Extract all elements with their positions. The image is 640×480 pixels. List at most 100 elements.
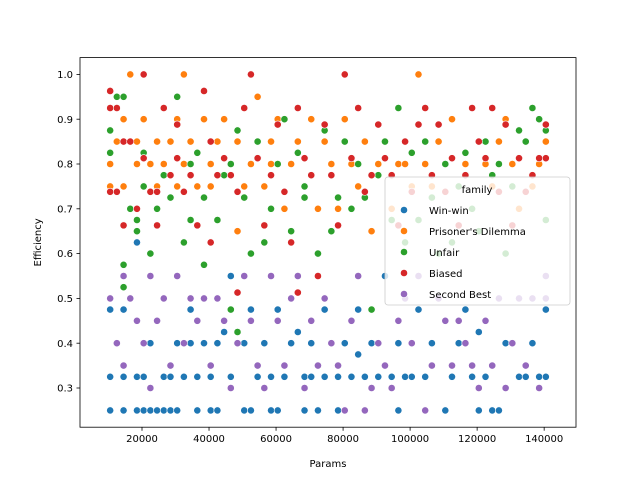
y-tick-label: 0.3 bbox=[57, 384, 73, 395]
data-point bbox=[247, 70, 255, 79]
data-point bbox=[314, 204, 322, 213]
data-point bbox=[448, 372, 456, 381]
data-point bbox=[119, 406, 128, 415]
data-point bbox=[126, 294, 135, 303]
data-point bbox=[267, 372, 275, 381]
data-point bbox=[280, 187, 289, 196]
data-point bbox=[112, 187, 121, 196]
y-tick-label: 0.9 bbox=[57, 115, 73, 126]
data-point bbox=[240, 339, 249, 348]
data-point bbox=[287, 294, 296, 303]
data-point bbox=[300, 154, 309, 163]
data-point bbox=[293, 288, 302, 297]
data-point bbox=[407, 372, 416, 381]
data-point bbox=[153, 137, 161, 146]
data-point bbox=[240, 182, 249, 191]
data-point bbox=[226, 372, 235, 381]
data-point bbox=[401, 160, 409, 168]
data-point bbox=[226, 384, 235, 392]
data-point bbox=[179, 187, 188, 196]
data-point bbox=[173, 406, 182, 415]
data-point bbox=[293, 137, 302, 146]
data-point bbox=[179, 70, 188, 79]
data-point bbox=[179, 160, 188, 168]
data-point bbox=[340, 406, 349, 415]
data-point bbox=[394, 339, 403, 348]
data-point bbox=[247, 406, 255, 415]
data-point bbox=[340, 115, 349, 124]
data-point bbox=[193, 406, 202, 415]
data-point bbox=[307, 171, 316, 180]
series-0 bbox=[106, 238, 550, 415]
data-point bbox=[501, 384, 510, 392]
data-point bbox=[213, 171, 222, 180]
data-point bbox=[126, 137, 135, 146]
data-point bbox=[320, 372, 329, 381]
data-point bbox=[166, 361, 175, 370]
data-point bbox=[193, 372, 202, 381]
data-point bbox=[340, 70, 349, 79]
data-point bbox=[213, 339, 222, 348]
data-point bbox=[280, 361, 289, 370]
data-point bbox=[159, 406, 168, 415]
data-point bbox=[106, 160, 115, 168]
data-point bbox=[206, 361, 215, 370]
data-point bbox=[354, 104, 363, 112]
data-point bbox=[421, 137, 430, 146]
x-tick-label: 140000 bbox=[525, 434, 563, 445]
data-point bbox=[133, 204, 141, 213]
data-point bbox=[508, 339, 517, 348]
data-point bbox=[374, 171, 383, 180]
points-layer bbox=[106, 70, 550, 415]
data-point bbox=[407, 148, 416, 157]
data-point bbox=[119, 283, 128, 292]
data-point bbox=[153, 221, 161, 230]
data-point bbox=[166, 137, 175, 146]
data-point bbox=[179, 372, 188, 381]
axes-frame bbox=[79, 57, 577, 428]
data-point bbox=[159, 104, 168, 112]
legend-label: Second Best bbox=[429, 290, 491, 301]
data-point bbox=[320, 137, 329, 146]
data-point bbox=[334, 221, 342, 230]
data-point bbox=[193, 316, 202, 325]
data-point bbox=[468, 104, 477, 112]
data-point bbox=[166, 171, 175, 180]
data-point bbox=[119, 115, 128, 124]
data-point bbox=[421, 372, 430, 381]
data-point bbox=[314, 249, 322, 258]
x-tick-label: 80000 bbox=[327, 434, 359, 445]
data-point bbox=[139, 115, 148, 124]
data-point bbox=[307, 339, 316, 348]
data-point bbox=[421, 406, 430, 415]
data-point bbox=[387, 384, 396, 392]
data-point bbox=[166, 193, 175, 202]
data-point bbox=[434, 120, 443, 129]
y-tick-label: 0.8 bbox=[57, 160, 73, 171]
data-point bbox=[521, 361, 530, 370]
data-point bbox=[354, 305, 363, 314]
data-point bbox=[508, 160, 517, 168]
data-point bbox=[541, 305, 550, 314]
data-point bbox=[414, 305, 423, 314]
data-point bbox=[186, 339, 195, 348]
data-point bbox=[233, 126, 242, 135]
data-point bbox=[126, 70, 135, 79]
data-point bbox=[521, 137, 530, 146]
data-point bbox=[461, 160, 470, 168]
data-point bbox=[153, 187, 161, 196]
data-point bbox=[441, 316, 450, 325]
data-point bbox=[280, 115, 289, 124]
data-point bbox=[394, 316, 403, 325]
data-point bbox=[320, 120, 329, 129]
data-point bbox=[240, 193, 249, 202]
data-point bbox=[200, 87, 208, 95]
data-point bbox=[300, 406, 309, 415]
data-point bbox=[213, 137, 222, 146]
data-point bbox=[374, 372, 383, 381]
data-point bbox=[334, 193, 342, 202]
data-point bbox=[273, 406, 282, 415]
data-point bbox=[360, 406, 369, 415]
data-point bbox=[528, 104, 537, 112]
x-tick-label: 40000 bbox=[193, 434, 225, 445]
